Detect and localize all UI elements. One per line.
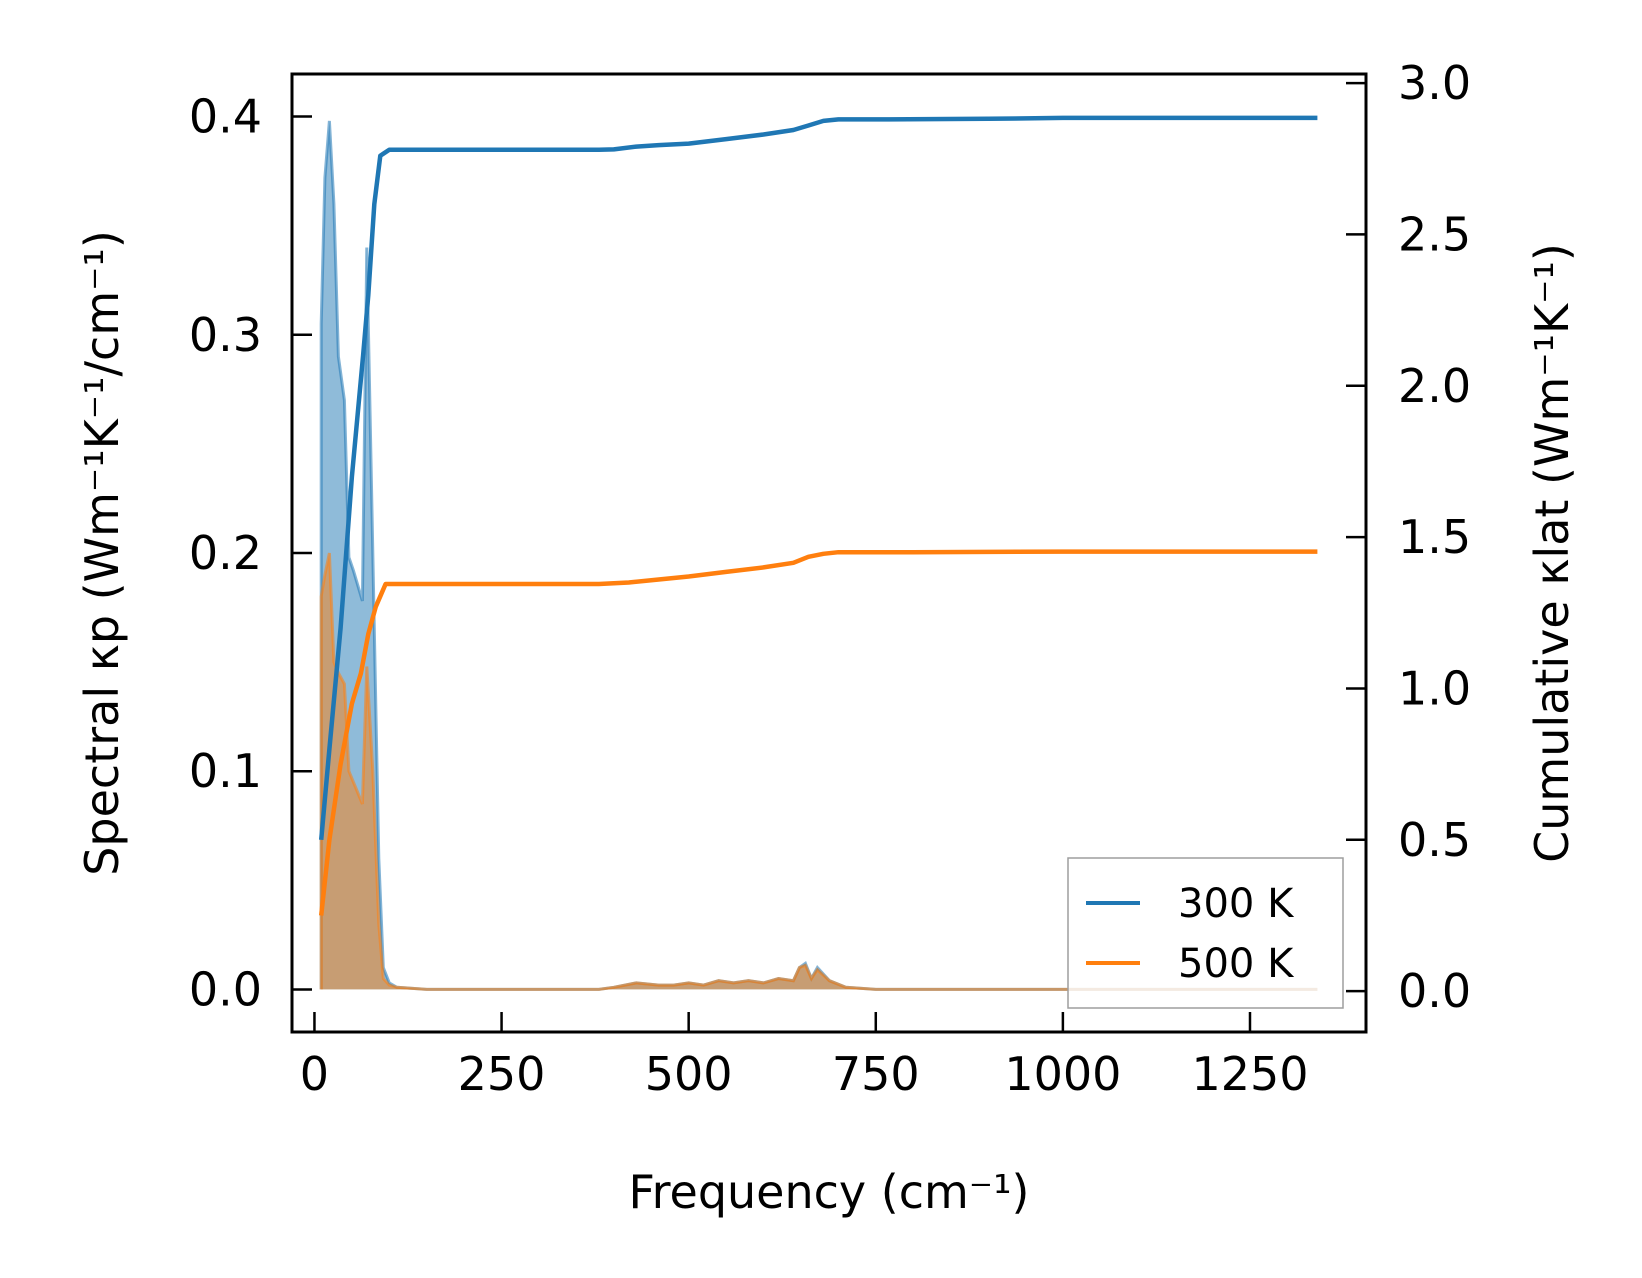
left-y-tick-label: 0.4 [189, 90, 262, 144]
right-y-axis: 0.0 0.5 1.0 1.5 2.0 2.5 3.0 [1346, 56, 1471, 1018]
x-tick-label: 1250 [1191, 1047, 1308, 1101]
cumulative-line-300k [318, 115, 1318, 841]
legend-box [1067, 857, 1344, 1009]
right-y-tick-label: 1.5 [1398, 510, 1471, 564]
spectral-edge-500k [319, 552, 1318, 991]
x-tick-label: 1000 [1004, 1047, 1121, 1101]
x-tick-label: 250 [458, 1047, 546, 1101]
x-axis: 0 250 500 750 1000 1250 [300, 1012, 1309, 1101]
legend-label-300k: 300 K [1178, 881, 1295, 927]
x-axis-label: Frequency (cm⁻¹) [629, 1165, 1030, 1219]
right-y-tick-label: 2.0 [1398, 359, 1471, 413]
right-y-tick-label: 0.0 [1398, 964, 1471, 1018]
right-y-axis-label: Cumulative κlat (Wm⁻¹K⁻¹) [1525, 243, 1579, 863]
right-y-tick-label: 3.0 [1398, 56, 1471, 110]
left-y-axis: 0.0 0.1 0.2 0.3 0.4 [189, 90, 312, 1016]
left-y-tick-label: 0.2 [189, 526, 262, 580]
spectral-fills [319, 120, 1318, 991]
x-tick-label: 750 [832, 1047, 920, 1101]
legend-label-500k: 500 K [1178, 941, 1295, 987]
right-y-tick-label: 1.0 [1398, 661, 1471, 715]
left-y-tick-label: 0.0 [189, 962, 262, 1016]
cumulative-line-500k [318, 549, 1318, 916]
x-tick-label: 500 [645, 1047, 733, 1101]
right-y-tick-label: 0.5 [1398, 813, 1471, 867]
left-y-tick-label: 0.3 [189, 308, 262, 362]
legend: 300 K 500 K [1067, 857, 1344, 1009]
left-y-tick-label: 0.1 [189, 744, 262, 798]
cumulative-lines [318, 115, 1318, 916]
left-y-axis-label: Spectral κp (Wm⁻¹K⁻¹/cm⁻¹) [75, 230, 129, 876]
right-y-tick-label: 2.5 [1398, 207, 1471, 261]
x-tick-label: 0 [300, 1047, 329, 1101]
